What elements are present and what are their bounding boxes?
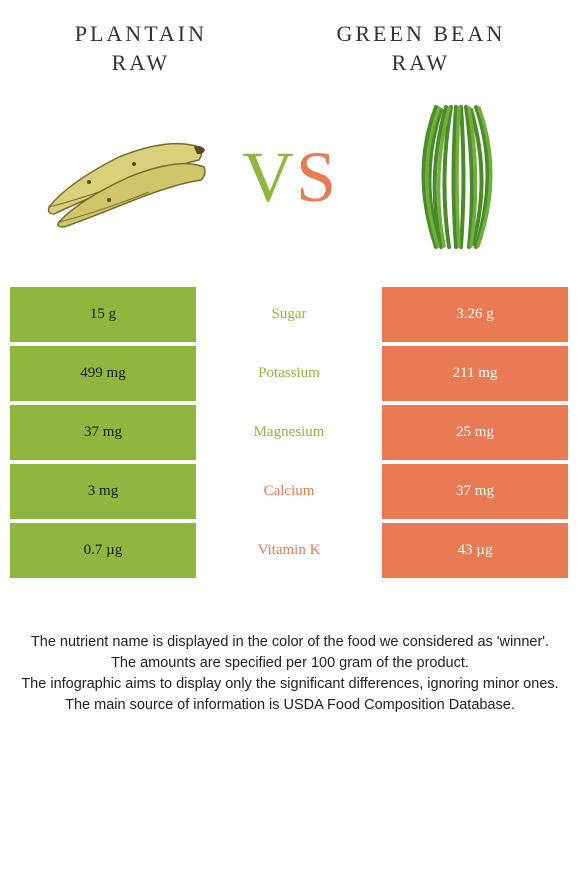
header: PLANTAIN RAW GREEN BEAN RAW xyxy=(0,0,580,87)
left-food-title: PLANTAIN RAW xyxy=(75,20,207,77)
left-value: 37 mg xyxy=(10,405,196,460)
nutrient-name: Vitamin K xyxy=(196,523,382,578)
vs-v: V xyxy=(242,136,296,219)
nutrient-name: Potassium xyxy=(196,346,382,401)
table-row: 0.7 µgVitamin K43 µg xyxy=(10,523,570,578)
right-value: 37 mg xyxy=(382,464,568,519)
table-row: 499 mgPotassium211 mg xyxy=(10,346,570,401)
right-value: 3.26 g xyxy=(382,287,568,342)
right-value: 211 mg xyxy=(382,346,568,401)
left-value: 499 mg xyxy=(10,346,196,401)
plantain-illustration xyxy=(34,107,214,247)
footer-notes: The nutrient name is displayed in the co… xyxy=(0,582,580,716)
table-row: 3 mgCalcium37 mg xyxy=(10,464,570,519)
footer-line-3: The infographic aims to display only the… xyxy=(20,674,560,695)
vs-s: S xyxy=(296,136,338,219)
footer-line-2: The amounts are specified per 100 gram o… xyxy=(20,653,560,674)
right-value: 25 mg xyxy=(382,405,568,460)
images-row: VS xyxy=(0,87,580,287)
nutrient-table: 15 gSugar3.26 g499 mgPotassium211 mg37 m… xyxy=(10,287,570,578)
nutrient-name: Calcium xyxy=(196,464,382,519)
table-row: 37 mgMagnesium25 mg xyxy=(10,405,570,460)
left-value: 15 g xyxy=(10,287,196,342)
right-value: 43 µg xyxy=(382,523,568,578)
table-row: 15 gSugar3.26 g xyxy=(10,287,570,342)
green-bean-illustration xyxy=(366,107,546,247)
nutrient-name: Magnesium xyxy=(196,405,382,460)
footer-line-1: The nutrient name is displayed in the co… xyxy=(20,632,560,653)
right-food-title: GREEN BEAN RAW xyxy=(337,20,506,77)
footer-line-4: The main source of information is USDA F… xyxy=(20,695,560,716)
left-value: 0.7 µg xyxy=(10,523,196,578)
nutrient-name: Sugar xyxy=(196,287,382,342)
left-value: 3 mg xyxy=(10,464,196,519)
vs-label: VS xyxy=(242,136,338,219)
